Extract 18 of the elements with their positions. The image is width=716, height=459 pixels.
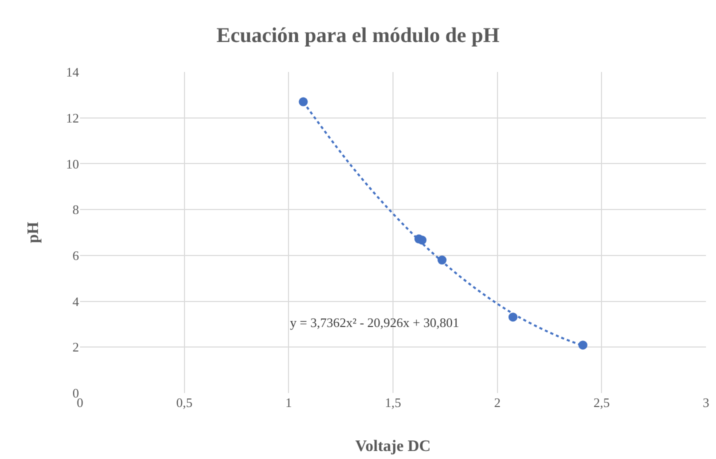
chart-title: Ecuación para el módulo de pH [216, 23, 500, 48]
point [578, 340, 588, 350]
y-axis-title: pH [25, 221, 42, 244]
y-tick-label: 8 [72, 202, 79, 218]
x-axis-title: Voltaje DC [355, 438, 431, 455]
x-tick-label: 1 [285, 395, 292, 410]
x-tick-label: 3 [702, 395, 710, 410]
x-tick-label: 2,5 [594, 395, 610, 410]
x-tick-label: 1,5 [384, 395, 402, 410]
y-tick-label: 6 [72, 248, 80, 263]
y-tick-label: 2 [72, 340, 79, 355]
x-tick-label: 2 [494, 395, 501, 410]
y-tick-label: 4 [72, 294, 80, 309]
x-tick-label: 0,5 [176, 395, 192, 410]
y-tick-label: 12 [66, 110, 79, 126]
annotation: y = 3,7362x² - 20,926x + 30,801 [290, 315, 460, 330]
y-tick-label: 14 [66, 64, 80, 80]
y-tick-label: 10 [66, 156, 79, 172]
